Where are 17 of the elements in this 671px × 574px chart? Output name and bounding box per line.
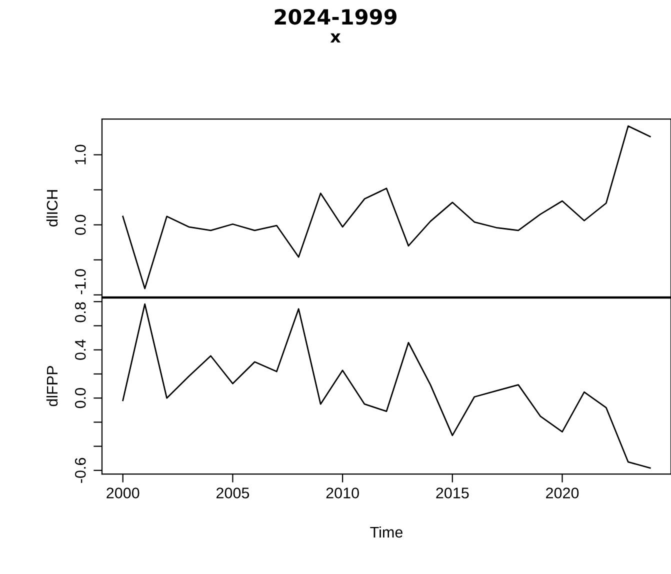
x-tick-label: 2000 — [106, 488, 140, 498]
y-tick-label: -0.6 — [74, 458, 86, 483]
y-tick-label: 1.0 — [74, 144, 86, 164]
x-tick-label: 2010 — [326, 488, 359, 498]
y-tick-label: -1.0 — [74, 269, 86, 294]
y-axis-title: dlFPP — [46, 366, 58, 406]
y-tick-label: 0.0 — [74, 214, 86, 235]
x-tick-label: 2020 — [546, 488, 579, 498]
chart-title: 2024-1999 — [274, 8, 396, 25]
x-tick-label: 2005 — [216, 488, 250, 498]
y-tick-label: 0.8 — [74, 302, 86, 322]
y-tick-label: 0.0 — [74, 388, 86, 408]
y-axis-title: dlICH — [46, 190, 58, 226]
chart-subtitle: x — [330, 33, 341, 43]
y-tick-label: 0.4 — [74, 340, 86, 360]
x-axis-title: Time — [370, 526, 403, 538]
x-tick-label: 2015 — [436, 488, 469, 498]
